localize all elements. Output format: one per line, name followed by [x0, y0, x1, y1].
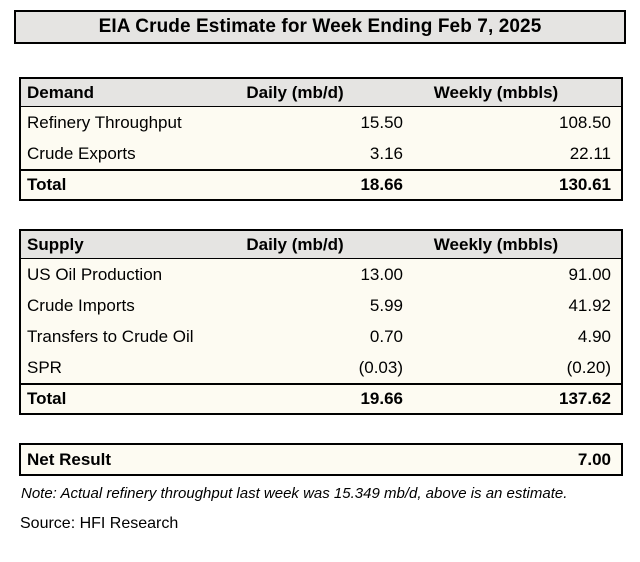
- table-row: SPR (0.03) (0.20): [21, 352, 621, 383]
- column-header-weekly: Weekly (mbbls): [433, 234, 559, 254]
- table-row: US Oil Production 13.00 91.00: [21, 259, 621, 290]
- page: { "title": "EIA Crude Estimate for Week …: [0, 10, 640, 562]
- demand-header-row: Demand Daily (mb/d) Weekly (mbbls): [21, 79, 621, 107]
- row-label: Transfers to Crude Oil: [27, 326, 194, 346]
- page-title: EIA Crude Estimate for Week Ending Feb 7…: [98, 16, 542, 37]
- table-row: Crude Imports 5.99 41.92: [21, 290, 621, 321]
- daily-value: (0.03): [358, 357, 403, 377]
- demand-table: Demand Daily (mb/d) Weekly (mbbls) Refin…: [19, 77, 623, 201]
- title-bar: EIA Crude Estimate for Week Ending Feb 7…: [14, 10, 626, 44]
- weekly-value: 91.00: [568, 264, 611, 284]
- table-row: Refinery Throughput 15.50 108.50: [21, 107, 621, 138]
- row-label: SPR: [27, 357, 62, 377]
- column-header-daily: Daily (mb/d): [246, 234, 344, 254]
- table-row: Crude Exports 3.16 22.11: [21, 138, 621, 169]
- daily-value: 18.66: [360, 175, 403, 194]
- footnote: Note: Actual refinery throughput last we…: [21, 485, 568, 502]
- daily-value: 13.00: [360, 264, 403, 284]
- daily-value: 15.50: [360, 112, 403, 132]
- weekly-value: 4.90: [577, 326, 611, 346]
- weekly-value: 137.62: [559, 389, 611, 408]
- source-line: Source: HFI Research: [20, 515, 179, 532]
- supply-total-row: Total 19.66 137.62: [21, 383, 621, 413]
- column-header-weekly: Weekly (mbbls): [433, 82, 559, 102]
- row-label: Total: [27, 389, 67, 408]
- daily-value: 19.66: [360, 389, 403, 408]
- daily-value: 3.16: [369, 143, 403, 163]
- column-header-supply: Supply: [27, 234, 84, 254]
- weekly-value: 108.50: [559, 112, 611, 132]
- row-label: Total: [27, 175, 67, 194]
- daily-value: 5.99: [369, 295, 403, 315]
- table-row: Transfers to Crude Oil 0.70 4.90: [21, 321, 621, 352]
- weekly-value: 22.11: [569, 143, 611, 163]
- row-label: Crude Imports: [27, 295, 135, 315]
- net-result-label: Net Result: [27, 449, 112, 469]
- net-result-value: 7.00: [577, 449, 611, 469]
- column-header-demand: Demand: [27, 82, 95, 102]
- row-label: Crude Exports: [27, 143, 136, 163]
- column-header-daily: Daily (mb/d): [246, 82, 344, 102]
- weekly-value: (0.20): [566, 357, 611, 377]
- demand-total-row: Total 18.66 130.61: [21, 169, 621, 199]
- row-label: US Oil Production: [27, 264, 163, 284]
- daily-value: 0.70: [369, 326, 403, 346]
- weekly-value: 41.92: [568, 295, 611, 315]
- net-result-row: Net Result 7.00: [19, 443, 623, 476]
- supply-table: Supply Daily (mb/d) Weekly (mbbls) US Oi…: [19, 229, 623, 415]
- row-label: Refinery Throughput: [27, 112, 182, 132]
- weekly-value: 130.61: [559, 175, 611, 194]
- supply-header-row: Supply Daily (mb/d) Weekly (mbbls): [21, 231, 621, 259]
